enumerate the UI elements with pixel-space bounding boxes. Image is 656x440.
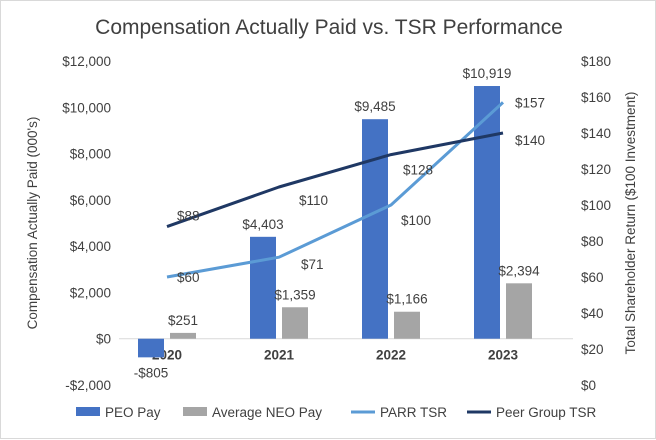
data-label: $251	[168, 313, 198, 328]
y-tick-label: $6,000	[70, 193, 111, 208]
y-axis-label: Compensation Actually Paid (000's)	[25, 117, 40, 330]
data-label: -$805	[134, 365, 169, 380]
chart-title: Compensation Actually Paid vs. TSR Perfo…	[95, 16, 563, 39]
y2-tick-label: $160	[581, 90, 611, 105]
y2-tick-label: $80	[581, 234, 604, 249]
y-tick-label: $8,000	[70, 147, 111, 162]
bar-average-neo-pay	[506, 283, 532, 339]
legend-label: Peer Group TSR	[496, 405, 597, 420]
y2-tick-label: $0	[581, 378, 596, 393]
line-parr-tsr	[166, 101, 505, 279]
data-label: $88	[177, 209, 200, 224]
y2-tick-label: $180	[581, 54, 611, 69]
data-label: $128	[403, 163, 433, 178]
legend: PEO Pay Average NEO Pay PARR TSR Peer Group…	[76, 405, 597, 420]
y2-tick-label: $20	[581, 342, 604, 357]
data-label: $110	[299, 193, 328, 208]
legend-swatch	[183, 407, 207, 416]
x-tick-label: 2022	[376, 348, 406, 363]
data-label: $157	[515, 95, 545, 110]
data-label: $140	[515, 133, 545, 148]
data-label: $9,485	[354, 99, 395, 114]
bar-peo-pay	[250, 236, 276, 339]
bar-peo-pay	[138, 338, 164, 358]
bar-peo-pay	[474, 86, 500, 339]
bar-peo-pay	[362, 119, 388, 339]
bar-average-neo-pay	[394, 311, 420, 339]
y2-tick-label: $40	[581, 306, 604, 321]
line-peer-group-tsr	[166, 131, 504, 229]
bar-average-neo-pay	[170, 332, 196, 339]
y-tick-label: $10,000	[62, 100, 111, 115]
data-label: $1,166	[386, 292, 427, 307]
y-tick-label: -$2,000	[65, 378, 111, 393]
data-label: $4,403	[242, 217, 283, 232]
x-tick-label: 2023	[488, 348, 519, 363]
x-tick-label: 2021	[264, 348, 295, 363]
y2-tick-label: $60	[581, 270, 604, 285]
legend-label: PEO Pay	[105, 405, 161, 420]
bar-average-neo-pay	[282, 307, 308, 339]
y2-tick-label: $140	[581, 126, 611, 141]
data-label: $2,394	[498, 263, 540, 278]
data-label: $10,919	[463, 66, 512, 81]
y2-axis-label: Total Shareholder Return ($100 Investmen…	[623, 92, 638, 355]
data-label: $1,359	[274, 287, 315, 302]
data-label: $71	[301, 257, 324, 272]
legend-label: PARR TSR	[380, 405, 447, 420]
y-tick-label: $12,000	[62, 54, 111, 69]
data-label: $100	[401, 213, 431, 228]
y2-tick-label: $120	[581, 162, 611, 177]
legend-swatch	[76, 407, 100, 416]
legend-label: Average NEO Pay	[212, 405, 322, 420]
data-label: $60	[177, 270, 200, 285]
y-tick-label: $2,000	[70, 285, 111, 300]
y-tick-label: $4,000	[70, 239, 111, 254]
y-tick-label: $0	[96, 332, 111, 347]
y2-tick-label: $100	[581, 198, 611, 213]
